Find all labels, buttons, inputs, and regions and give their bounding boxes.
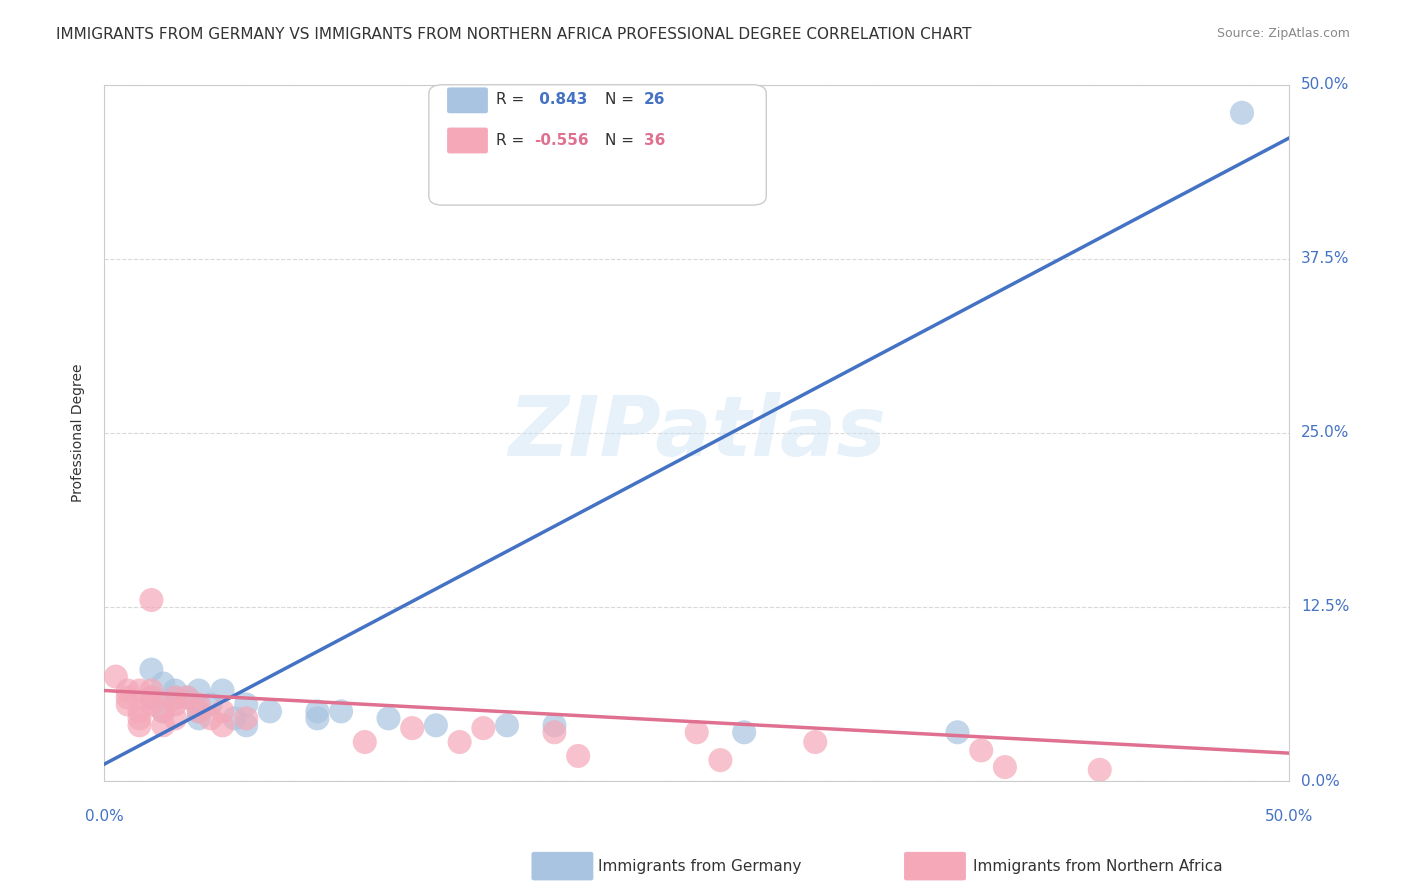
Point [128, 718, 150, 732]
Point [141, 593, 163, 607]
Point [804, 735, 827, 749]
Point [543, 725, 565, 739]
Point [200, 711, 222, 725]
Text: Immigrants from Germany: Immigrants from Germany [598, 859, 801, 873]
Text: 0.0%: 0.0% [1302, 773, 1340, 789]
Point [165, 690, 187, 705]
Point [211, 718, 233, 732]
Point [401, 721, 423, 735]
Text: 26: 26 [644, 93, 665, 107]
Point [176, 690, 198, 705]
Point [128, 711, 150, 725]
Point [117, 683, 139, 698]
Point [141, 663, 163, 677]
Text: R =: R = [496, 93, 530, 107]
Text: 12.5%: 12.5% [1302, 599, 1350, 615]
Point [224, 711, 246, 725]
Text: 36: 36 [644, 133, 665, 147]
Point [104, 670, 127, 684]
Point [128, 705, 150, 719]
Point [187, 698, 209, 712]
Point [970, 743, 993, 757]
Point [141, 690, 163, 705]
Point [425, 718, 447, 732]
Text: -0.556: -0.556 [534, 133, 589, 147]
Point [165, 683, 187, 698]
Point [187, 711, 209, 725]
Point [567, 748, 589, 763]
Text: 0.0%: 0.0% [84, 809, 124, 824]
Point [152, 705, 174, 719]
Point [1230, 105, 1253, 120]
Point [235, 718, 257, 732]
Point [176, 690, 198, 705]
Text: ZIPatlas: ZIPatlas [508, 392, 886, 474]
Point [307, 705, 329, 719]
Point [211, 705, 233, 719]
Point [128, 683, 150, 698]
Point [152, 676, 174, 690]
Point [946, 725, 969, 739]
Text: 50.0%: 50.0% [1302, 78, 1350, 93]
Text: N =: N = [605, 133, 638, 147]
Point [377, 711, 399, 725]
Point [152, 705, 174, 719]
Point [165, 711, 187, 725]
Text: 37.5%: 37.5% [1302, 252, 1350, 267]
Point [211, 683, 233, 698]
Point [994, 760, 1017, 774]
Point [165, 698, 187, 712]
Point [152, 718, 174, 732]
Point [496, 718, 519, 732]
Text: 50.0%: 50.0% [1265, 809, 1313, 824]
Point [235, 711, 257, 725]
Text: R =: R = [496, 133, 530, 147]
Point [187, 683, 209, 698]
Point [686, 725, 709, 739]
Point [472, 721, 495, 735]
Point [141, 698, 163, 712]
Point [187, 705, 209, 719]
Point [1088, 763, 1111, 777]
Point [330, 705, 353, 719]
Point [200, 698, 222, 712]
Point [353, 735, 375, 749]
Point [449, 735, 471, 749]
Text: N =: N = [605, 93, 638, 107]
Text: 25.0%: 25.0% [1302, 425, 1350, 441]
Text: IMMIGRANTS FROM GERMANY VS IMMIGRANTS FROM NORTHERN AFRICA PROFESSIONAL DEGREE C: IMMIGRANTS FROM GERMANY VS IMMIGRANTS FR… [56, 27, 972, 42]
Point [543, 718, 565, 732]
Text: Immigrants from Northern Africa: Immigrants from Northern Africa [973, 859, 1223, 873]
Text: Source: ZipAtlas.com: Source: ZipAtlas.com [1216, 27, 1350, 40]
Point [141, 690, 163, 705]
Point [235, 698, 257, 712]
Point [307, 711, 329, 725]
Point [187, 705, 209, 719]
Point [259, 705, 281, 719]
Point [117, 698, 139, 712]
Text: 0.843: 0.843 [534, 93, 588, 107]
Y-axis label: Professional Degree: Professional Degree [72, 364, 86, 502]
Point [733, 725, 755, 739]
Point [141, 683, 163, 698]
Point [117, 690, 139, 705]
Point [165, 690, 187, 705]
Point [709, 753, 731, 767]
